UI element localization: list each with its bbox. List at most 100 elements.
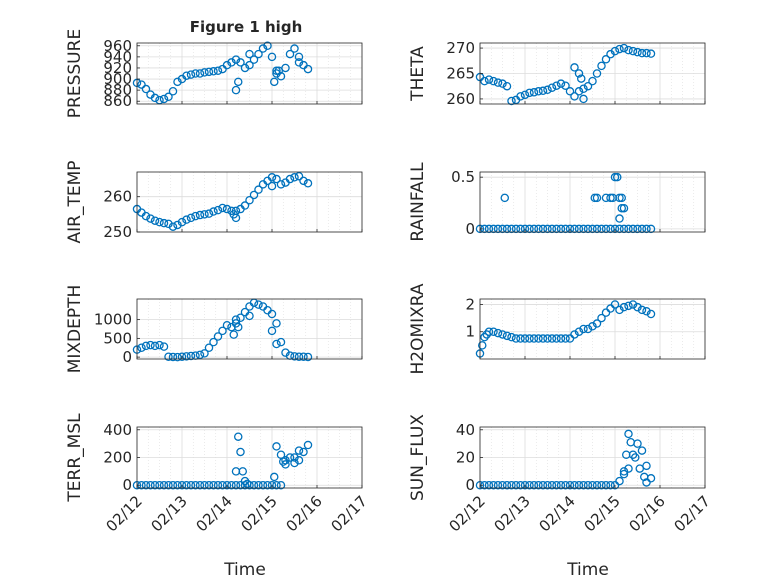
data-point [484, 224, 494, 234]
data-point [285, 49, 295, 59]
data-point [272, 442, 281, 451]
axes-box [136, 298, 363, 360]
data-point [267, 173, 277, 182]
data-point [285, 174, 295, 184]
data-point [218, 203, 227, 213]
y-tick-label: 0 [465, 220, 475, 238]
data-point [534, 224, 543, 234]
y-tick-label: 1 [465, 323, 475, 341]
data-point [186, 351, 196, 361]
data-point [276, 480, 286, 490]
data-point [561, 81, 570, 90]
data-point [227, 480, 236, 490]
data-point [534, 87, 543, 96]
data-point [588, 480, 597, 490]
y-axis-label: TERR_MSL [65, 413, 85, 503]
data-point [592, 224, 602, 234]
y-tick-label: 920 [103, 59, 132, 77]
data-point [507, 224, 516, 234]
data-point [624, 429, 633, 439]
data-point [543, 224, 552, 234]
data-point [276, 180, 286, 189]
data-point [480, 332, 489, 342]
data-point [222, 204, 232, 214]
data-point [182, 352, 191, 361]
data-point [631, 453, 640, 462]
data-point [507, 332, 516, 342]
axes-box [479, 171, 706, 233]
data-point [164, 219, 173, 229]
data-point [155, 340, 164, 350]
data-point [617, 193, 627, 203]
data-point [561, 224, 570, 234]
data-point [218, 480, 227, 490]
data-point [538, 334, 548, 343]
data-point [592, 193, 602, 203]
data-point [245, 60, 254, 70]
data-point [182, 71, 191, 80]
data-point [272, 319, 281, 328]
data-point [164, 92, 173, 102]
y-tick-label: 0.5 [451, 168, 475, 186]
data-point [290, 173, 299, 182]
data-point [195, 480, 205, 490]
data-point [547, 83, 557, 92]
y-tick-label: 500 [103, 329, 132, 347]
data-point [556, 224, 566, 234]
data-point [502, 480, 512, 490]
subplot-h2omixra: 1 2 H2OMIXRA [408, 283, 706, 375]
data-point [520, 480, 530, 490]
data-point [646, 309, 656, 319]
data-point [552, 224, 561, 234]
data-point [137, 343, 146, 352]
data-point [303, 64, 313, 74]
data-point [254, 185, 263, 194]
data-point [565, 87, 575, 96]
y-tick-label: 880 [103, 81, 132, 99]
data-point [556, 79, 566, 88]
data-point [538, 480, 548, 490]
data-point [141, 341, 151, 351]
x-tick-label: 02/14 [536, 492, 579, 535]
data-point [213, 66, 223, 75]
data-point [186, 213, 196, 223]
data-point [552, 334, 561, 343]
data-point [484, 75, 494, 84]
data-point [489, 224, 498, 234]
data-point [547, 334, 557, 343]
data-point [168, 222, 178, 231]
data-point [583, 81, 593, 91]
axes-box [136, 171, 363, 233]
data-point [597, 313, 606, 323]
data-point [613, 172, 622, 182]
data-point [177, 217, 187, 227]
data-point [507, 480, 516, 490]
data-point [619, 302, 629, 312]
subplot-terr-msl: 0 200 400 02/12 02/13 02/14 02/15 02/16 02/17 TER… [65, 413, 371, 536]
data-point [242, 479, 252, 489]
data-point [633, 224, 642, 234]
data-point [294, 52, 304, 62]
data-point [191, 69, 200, 78]
data-point [489, 480, 498, 490]
data-point [159, 480, 169, 490]
data-point [543, 334, 552, 343]
axes-box [136, 42, 363, 105]
data-point [633, 47, 642, 57]
data-point [213, 205, 223, 215]
data-point [552, 480, 561, 490]
data-point [597, 224, 606, 234]
data-point [236, 313, 245, 322]
y-axis-label: PRESSURE [65, 29, 85, 118]
data-point [195, 350, 205, 360]
data-point [274, 66, 283, 75]
data-point [173, 352, 182, 362]
data-point [556, 334, 566, 343]
data-point [285, 453, 295, 462]
data-point [477, 341, 487, 350]
y-tick-label: 0 [122, 348, 132, 366]
data-point [236, 58, 245, 67]
data-point [294, 352, 304, 361]
data-point [231, 213, 241, 223]
